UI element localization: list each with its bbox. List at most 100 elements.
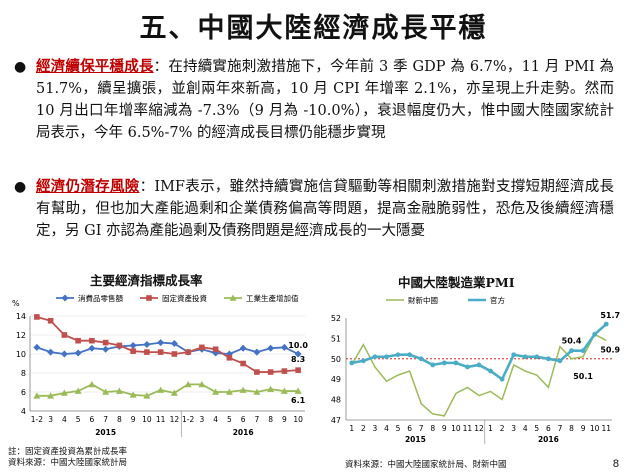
- data-point: [61, 332, 68, 338]
- data-point: [294, 350, 302, 358]
- value-label: 50.9: [600, 345, 620, 354]
- bullet-dot: ●: [14, 179, 27, 195]
- data-point: [199, 344, 205, 351]
- x-tick-label: 2: [500, 424, 505, 433]
- x-tick-label: 4: [62, 415, 67, 424]
- y-tick-label: 14: [16, 312, 26, 321]
- data-point: [144, 349, 150, 355]
- year-label: 2016: [233, 428, 254, 437]
- data-point: [88, 344, 96, 352]
- x-tick-label: 8: [117, 415, 122, 424]
- right-source-note: 資料來源：中國大陸國家統計局、財新中國: [345, 460, 507, 470]
- x-tick-label: 4: [523, 424, 528, 433]
- x-tick-label: 10: [451, 424, 461, 433]
- bullet-text: ：在持續實施刺激措施下，今年前 3 季 GDP 為 6.7%，11 月 PMI …: [36, 59, 614, 141]
- data-point: [253, 388, 261, 395]
- data-point: [349, 360, 355, 366]
- x-tick-label: 5: [534, 424, 539, 433]
- data-point: [267, 369, 274, 375]
- end-value-label: 10.0: [288, 341, 308, 350]
- legend-label: 工業生產增加值: [246, 293, 299, 303]
- x-tick-label: 11: [463, 424, 473, 433]
- x-tick-label: 3: [199, 415, 204, 424]
- left-chart-title: 主要經濟指標成長率: [90, 273, 203, 288]
- bullet-highlight: 經濟續保平穩成長: [36, 58, 154, 75]
- x-tick-label: 10: [293, 415, 303, 424]
- legend-label: 消費品零售額: [78, 293, 123, 303]
- x-tick-label: 2: [361, 424, 366, 433]
- end-value-label: 6.1: [291, 396, 306, 405]
- data-point: [115, 387, 123, 394]
- data-point: [441, 360, 447, 366]
- y-tick-label: 49: [331, 375, 341, 384]
- data-point: [294, 387, 302, 394]
- x-tick-label: 3: [373, 424, 378, 433]
- data-point: [534, 354, 540, 360]
- data-point: [75, 337, 81, 344]
- data-point: [212, 349, 220, 357]
- x-tick-label: 6: [407, 424, 412, 433]
- data-point: [157, 386, 165, 393]
- y-tick-label: 48: [331, 396, 341, 405]
- x-tick-label: 7: [254, 415, 259, 424]
- data-point: [47, 317, 54, 324]
- data-point: [60, 350, 68, 358]
- value-label: 51.7: [600, 311, 620, 320]
- page-title: 五、中國大陸經濟成長平穩: [139, 13, 488, 44]
- y-tick-label: 4: [21, 407, 26, 416]
- data-point: [212, 346, 219, 353]
- x-tick-label: 4: [384, 424, 389, 433]
- data-point: [33, 343, 41, 351]
- data-point: [157, 339, 165, 347]
- x-tick-label: 7: [558, 424, 563, 433]
- data-point: [146, 295, 152, 301]
- bullet-dot: ●: [14, 59, 27, 75]
- x-tick-label: 5: [396, 424, 401, 433]
- data-point: [239, 386, 247, 393]
- x-tick-label: 6: [89, 415, 94, 424]
- data-point: [253, 348, 261, 356]
- data-point: [372, 354, 378, 360]
- data-point: [476, 362, 482, 368]
- page-number: 8: [612, 458, 619, 470]
- data-point: [61, 294, 69, 302]
- data-point: [295, 367, 301, 373]
- data-point: [254, 369, 260, 375]
- legend-label: 官方: [490, 295, 505, 305]
- data-point: [102, 339, 109, 346]
- value-label: 50.4: [562, 337, 582, 346]
- data-point: [407, 352, 413, 358]
- left-notes: 註：固定資產投資為累計成長率 資料來源：中國大陸國家統計局: [8, 447, 127, 469]
- data-point: [580, 348, 586, 354]
- x-tick-label: 3: [48, 415, 53, 424]
- x-tick-label: 12: [170, 415, 180, 424]
- data-point: [603, 321, 609, 327]
- x-tick-label: 12: [474, 424, 484, 433]
- bullet-highlight: 經濟仍潛存風險: [36, 178, 140, 195]
- end-value-label: 8.3: [291, 355, 305, 364]
- data-point: [129, 341, 137, 349]
- x-tick-label: 1-2: [182, 415, 194, 424]
- y-tick-label: 52: [331, 314, 341, 323]
- data-point: [212, 388, 220, 395]
- x-tick-label: 11: [156, 415, 166, 424]
- data-point: [395, 352, 401, 358]
- legend-label: 財新中國: [408, 295, 438, 305]
- y-tick-label: 50: [331, 355, 341, 364]
- data-point: [522, 354, 528, 360]
- note-line: 資料來源：中國大陸國家統計局: [8, 458, 128, 468]
- data-point: [157, 349, 164, 355]
- x-tick-label: 10: [142, 415, 152, 424]
- x-tick-label: 10: [590, 424, 600, 433]
- data-point: [170, 389, 178, 396]
- y-axis-unit: %: [12, 299, 20, 308]
- data-point: [130, 348, 136, 354]
- data-point: [185, 349, 191, 355]
- data-point: [33, 392, 41, 399]
- data-point: [184, 380, 192, 388]
- data-point: [280, 387, 288, 394]
- series-line: [351, 323, 608, 382]
- data-point: [74, 387, 82, 394]
